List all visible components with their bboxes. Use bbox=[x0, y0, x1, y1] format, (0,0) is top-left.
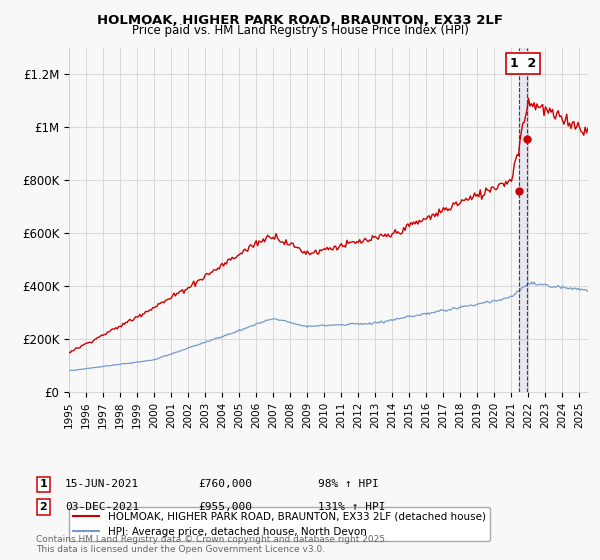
Text: 1: 1 bbox=[40, 479, 47, 489]
Text: Price paid vs. HM Land Registry's House Price Index (HPI): Price paid vs. HM Land Registry's House … bbox=[131, 24, 469, 37]
Text: 1  2: 1 2 bbox=[510, 57, 536, 70]
Text: 2: 2 bbox=[40, 502, 47, 512]
Bar bbox=[519, 48, 527, 392]
Legend: HOLMOAK, HIGHER PARK ROAD, BRAUNTON, EX33 2LF (detached house), HPI: Average pri: HOLMOAK, HIGHER PARK ROAD, BRAUNTON, EX3… bbox=[69, 507, 490, 541]
Text: Contains HM Land Registry data © Crown copyright and database right 2025.
This d: Contains HM Land Registry data © Crown c… bbox=[36, 535, 388, 554]
Text: 131% ↑ HPI: 131% ↑ HPI bbox=[318, 502, 386, 512]
Text: £760,000: £760,000 bbox=[198, 479, 252, 489]
Text: 03-DEC-2021: 03-DEC-2021 bbox=[65, 502, 139, 512]
Text: 98% ↑ HPI: 98% ↑ HPI bbox=[318, 479, 379, 489]
Text: 15-JUN-2021: 15-JUN-2021 bbox=[65, 479, 139, 489]
Text: £955,000: £955,000 bbox=[198, 502, 252, 512]
Text: HOLMOAK, HIGHER PARK ROAD, BRAUNTON, EX33 2LF: HOLMOAK, HIGHER PARK ROAD, BRAUNTON, EX3… bbox=[97, 14, 503, 27]
